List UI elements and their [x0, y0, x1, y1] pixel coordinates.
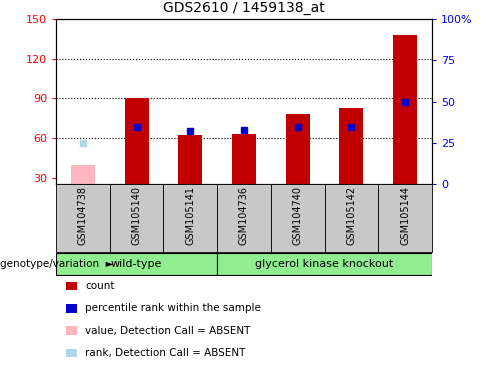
Text: rank, Detection Call = ABSENT: rank, Detection Call = ABSENT [85, 348, 246, 358]
Text: genotype/variation  ►: genotype/variation ► [0, 259, 114, 269]
Text: GSM105144: GSM105144 [400, 186, 410, 245]
Bar [325, 184, 378, 252]
Bar [285, 114, 310, 184]
Bar [56, 253, 217, 275]
Text: glycerol kinase knockout: glycerol kinase knockout [255, 259, 394, 269]
Bar [163, 184, 217, 252]
Bar [71, 164, 95, 184]
Text: percentile rank within the sample: percentile rank within the sample [85, 303, 261, 313]
Text: GSM105142: GSM105142 [346, 186, 356, 245]
Bar [110, 184, 163, 252]
Text: GSM105141: GSM105141 [185, 186, 195, 245]
Bar [56, 184, 110, 252]
Bar [271, 184, 325, 252]
Bar [217, 184, 271, 252]
Title: GDS2610 / 1459138_at: GDS2610 / 1459138_at [163, 2, 325, 15]
Text: GSM104738: GSM104738 [78, 186, 88, 245]
Bar [124, 98, 149, 184]
Bar [178, 136, 203, 184]
Text: GSM105140: GSM105140 [132, 186, 142, 245]
Bar [232, 134, 256, 184]
Bar [378, 184, 432, 252]
Bar [217, 253, 432, 275]
Bar [339, 108, 364, 184]
Text: GSM104740: GSM104740 [293, 186, 303, 245]
Bar [393, 35, 417, 184]
Text: count: count [85, 281, 115, 291]
Text: GSM104736: GSM104736 [239, 186, 249, 245]
Text: wild-type: wild-type [111, 259, 163, 269]
Text: value, Detection Call = ABSENT: value, Detection Call = ABSENT [85, 326, 251, 336]
